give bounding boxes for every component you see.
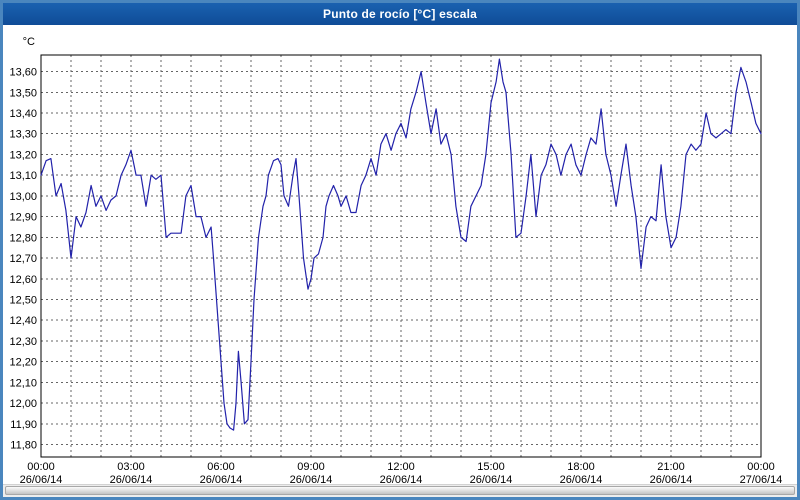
y-tick-label: 13,40	[9, 108, 37, 120]
x-tick-date-label: 26/06/14	[20, 474, 63, 484]
y-tick-label: 13,00	[9, 191, 37, 203]
y-tick-label: 12,10	[9, 377, 37, 389]
x-tick-date-label: 26/06/14	[470, 474, 513, 484]
plot-frame	[40, 54, 762, 458]
y-tick-label: 11,80	[10, 440, 37, 452]
scrollbar-thumb[interactable]	[5, 486, 795, 495]
x-tick-time-label: 03:00	[117, 461, 145, 473]
y-tick-label: 12,00	[9, 398, 37, 410]
y-tick-label: 13,50	[9, 87, 37, 99]
y-tick-label: 12,40	[9, 315, 37, 327]
y-tick-label: 13,10	[9, 170, 37, 182]
y-tick-label: 12,30	[9, 336, 37, 348]
x-tick-time-label: 00:00	[27, 461, 55, 473]
y-tick-label: 11,90	[10, 419, 37, 431]
y-tick-label: 13,20	[9, 149, 37, 161]
x-tick-time-label: 18:00	[567, 461, 595, 473]
y-tick-label: 13,60	[9, 67, 37, 79]
y-tick-label: 12,70	[9, 253, 37, 265]
x-tick-time-label: 21:00	[657, 461, 685, 473]
series-line	[40, 58, 762, 431]
x-tick-time-label: 12:00	[387, 461, 415, 473]
x-tick-date-label: 26/06/14	[560, 474, 603, 484]
chart-area: 13,60 13,50 13,40 13,30 13,20 13,10 13,00 12,90…	[3, 25, 797, 484]
y-tick-label: 12,60	[9, 274, 37, 286]
x-tick-time-label: 15:00	[477, 461, 505, 473]
x-tick-time-label: 09:00	[297, 461, 325, 473]
window-title: Punto de rocío [°C] escala	[322, 7, 478, 21]
y-tick-label: 12,50	[9, 295, 37, 307]
y-tick-label: 13,30	[9, 129, 37, 141]
dew-point-chart: 13,60 13,50 13,40 13,30 13,20 13,10 13,00 12,90…	[9, 36, 783, 484]
x-tick-time-label: 00:00	[747, 461, 775, 473]
y-tick-label: 12,80	[9, 232, 37, 244]
titlebar: Punto de rocío [°C] escala	[3, 3, 797, 25]
x-tick-date-label: 26/06/14	[380, 474, 423, 484]
y-tick-label: 12,90	[9, 212, 37, 224]
x-tick-time-label: 06:00	[207, 461, 235, 473]
y-axis-unit-label: °C	[23, 36, 35, 48]
x-tick-date-label: 26/06/14	[200, 474, 243, 484]
horizontal-scrollbar[interactable]	[3, 484, 797, 497]
x-tick-date-label: 26/06/14	[650, 474, 693, 484]
x-tick-date-label: 26/06/14	[290, 474, 333, 484]
x-tick-date-label: 27/06/14	[740, 474, 783, 484]
x-tick-date-label: 26/06/14	[110, 474, 153, 484]
y-tick-label: 12,20	[9, 357, 37, 369]
